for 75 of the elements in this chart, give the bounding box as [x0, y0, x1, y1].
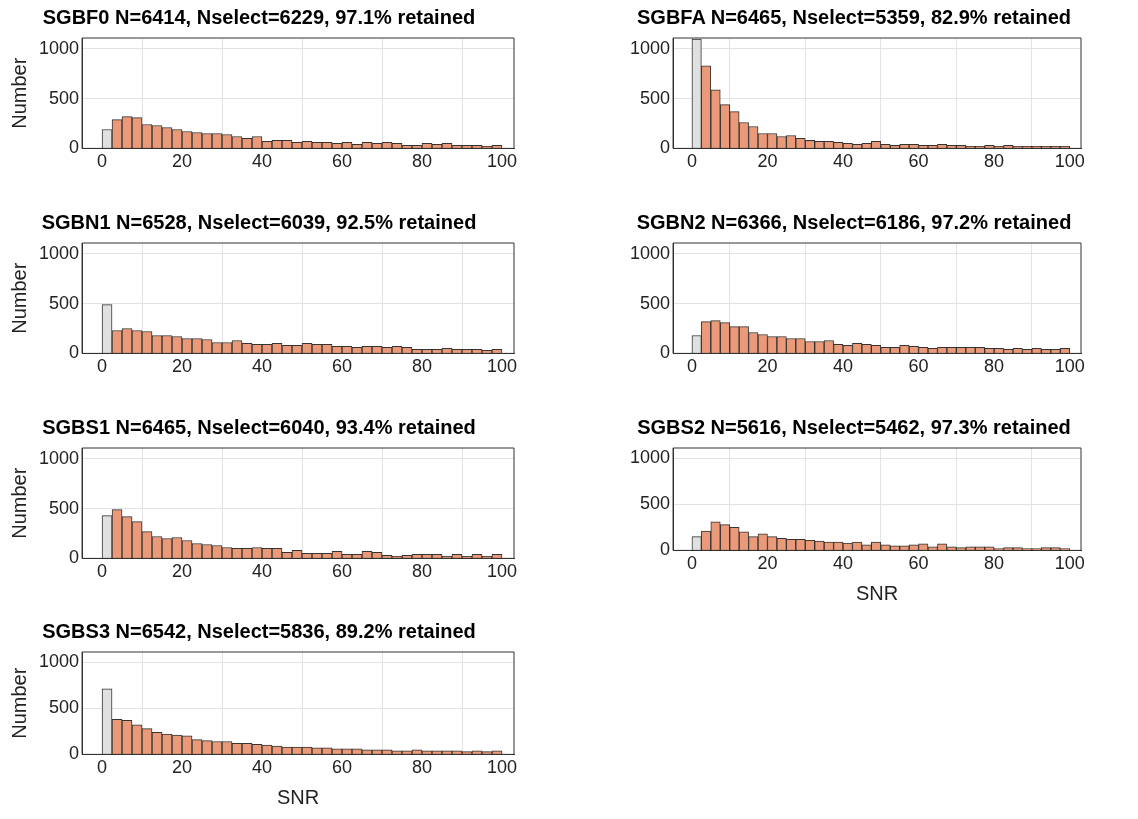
y-tick-label: 1000	[39, 447, 80, 468]
x-tick-label: 80	[411, 356, 433, 377]
x-tick-label: 100	[486, 151, 518, 172]
chart-title: SGBS3 N=6542, Nselect=5836, 89.2% retained	[42, 619, 476, 642]
x-axis-title: SNR	[855, 581, 899, 604]
x-tick-label: 0	[97, 561, 108, 582]
x-tick-label: 20	[172, 356, 193, 377]
x-tick-label: 60	[908, 553, 929, 574]
chart-title: SGBS1 N=6465, Nselect=6040, 93.4% retained	[42, 415, 476, 438]
y-tick-label: 1000	[39, 37, 80, 58]
x-tick-label: 20	[172, 757, 193, 778]
x-tick-label: 80	[984, 553, 1005, 574]
x-tick-label: 40	[833, 151, 854, 172]
x-tick-label: 100	[1054, 151, 1085, 172]
y-tick-label: 0	[660, 539, 671, 560]
x-tick-label: 80	[411, 757, 433, 778]
y-tick-label: 0	[69, 342, 80, 363]
y-tick-label: 0	[660, 137, 671, 158]
x-tick-label: 0	[686, 356, 697, 377]
y-tick-label: 0	[660, 342, 671, 363]
x-tick-label: 40	[833, 553, 854, 574]
x-tick-label: 60	[332, 356, 353, 377]
y-tick-label: 0	[69, 137, 80, 158]
x-tick-label: 20	[757, 356, 778, 377]
x-tick-label: 20	[757, 151, 778, 172]
x-tick-label: 20	[172, 151, 193, 172]
x-tick-label: 40	[252, 356, 273, 377]
y-axis-title: Number	[7, 667, 30, 739]
y-tick-label: 500	[49, 292, 80, 313]
y-tick-label: 1000	[630, 242, 671, 263]
x-tick-label: 100	[486, 356, 518, 377]
y-tick-label: 1000	[39, 651, 80, 672]
x-tick-label: 100	[486, 561, 518, 582]
x-axis-title: SNR	[276, 785, 320, 808]
y-tick-label: 500	[640, 87, 671, 108]
x-tick-label: 0	[97, 757, 108, 778]
x-tick-label: 40	[252, 757, 273, 778]
y-tick-label: 0	[69, 743, 80, 764]
y-tick-label: 500	[640, 493, 671, 514]
x-tick-label: 60	[908, 151, 929, 172]
x-tick-label: 20	[757, 553, 778, 574]
y-tick-label: 1000	[39, 242, 80, 263]
x-tick-label: 60	[332, 151, 353, 172]
x-tick-label: 40	[252, 561, 273, 582]
y-axis-title: Number	[7, 57, 30, 129]
chart-title: SGBN2 N=6366, Nselect=6186, 97.2% retained	[636, 210, 1072, 233]
chart-title: SGBFA N=6465, Nselect=5359, 82.9% retained	[637, 5, 1071, 28]
y-tick-label: 500	[49, 497, 80, 518]
chart-title: SGBF0 N=6414, Nselect=6229, 97.1% retained	[42, 5, 476, 28]
x-tick-label: 40	[252, 151, 273, 172]
y-axis-title: Number	[7, 467, 30, 539]
y-tick-label: 500	[49, 697, 80, 718]
x-tick-label: 0	[686, 151, 697, 172]
x-tick-label: 80	[411, 151, 433, 172]
x-tick-label: 0	[686, 553, 697, 574]
y-axis-title: Number	[7, 262, 30, 334]
y-tick-label: 500	[640, 292, 671, 313]
x-tick-label: 0	[97, 151, 108, 172]
x-tick-label: 60	[332, 757, 353, 778]
chart-title: SGBS2 N=5616, Nselect=5462, 97.3% retained	[637, 415, 1071, 438]
y-tick-label: 1000	[630, 37, 671, 58]
x-tick-label: 20	[172, 561, 193, 582]
chart-title: SGBN1 N=6528, Nselect=6039, 92.5% retained	[41, 210, 477, 233]
x-tick-label: 0	[97, 356, 108, 377]
x-tick-label: 80	[984, 151, 1005, 172]
x-tick-label: 100	[486, 757, 518, 778]
x-tick-label: 60	[908, 356, 929, 377]
y-tick-label: 500	[49, 87, 80, 108]
x-tick-label: 80	[411, 561, 433, 582]
x-tick-label: 40	[833, 356, 854, 377]
x-tick-label: 60	[332, 561, 353, 582]
x-tick-label: 80	[984, 356, 1005, 377]
x-tick-label: 100	[1054, 553, 1085, 574]
y-tick-label: 1000	[630, 447, 671, 468]
x-tick-label: 100	[1054, 356, 1085, 377]
